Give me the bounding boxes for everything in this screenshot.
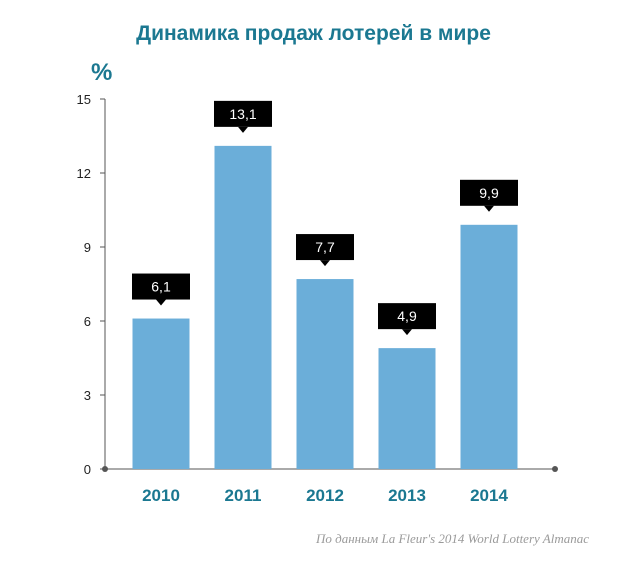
bar-2014 [460,224,518,469]
data-label-box [214,100,272,127]
x-tick-label: 2013 [388,486,426,505]
bar-2012 [296,279,354,469]
data-label-pointer [238,126,248,133]
y-tick-label: 6 [84,314,91,329]
x-tick-label: 2011 [225,486,262,505]
bars [132,145,518,469]
data-label-pointer [484,205,494,212]
data-label: 4,9 [397,308,417,324]
data-labels: 6,1 13,1 7,7 4,9 9,9 [132,100,518,336]
data-label-pointer [402,329,412,336]
chart-title: Динамика продаж лотерей в мире [136,22,491,45]
data-label-box [378,303,436,330]
data-label-pointer [320,260,330,267]
y-tick-label: 15 [77,92,91,107]
x-tick-label: 2014 [470,486,508,505]
x-tick-label: 2010 [142,486,180,505]
y-tick-label: 0 [84,462,91,477]
source-note: По данным La Fleur's 2014 World Lottery … [316,531,589,546]
data-label: 13,1 [229,106,256,122]
bar-2010 [132,318,190,469]
bar-2011 [214,145,272,469]
data-label-pointer [156,299,166,306]
y-tick-label: 3 [84,388,91,403]
x-tick-label: 2012 [306,486,344,505]
y-axis-unit-label: % [91,59,113,86]
data-label-box [460,179,518,206]
data-label-box [132,273,190,300]
bar-2013 [378,348,436,469]
y-tick-label: 12 [77,166,91,181]
data-label: 6,1 [151,279,171,295]
data-label: 9,9 [479,185,499,201]
x-axis-end-dot [552,466,558,472]
y-tick-label: 9 [84,240,91,255]
data-label: 7,7 [315,239,335,255]
data-label-box [296,234,354,261]
